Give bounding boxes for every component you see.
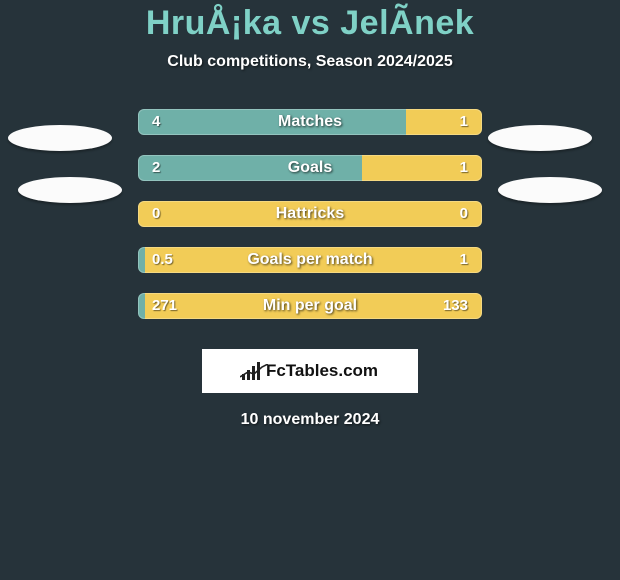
right-value: 1 bbox=[460, 109, 468, 135]
decorative-ellipse bbox=[18, 177, 122, 203]
brand-text: FcTables.com bbox=[266, 361, 378, 381]
comparison-subtitle: Club competitions, Season 2024/2025 bbox=[0, 53, 620, 71]
left-value: 0 bbox=[152, 201, 160, 227]
metric-bar: 21Goals bbox=[138, 155, 482, 181]
metric-bar: 0.51Goals per match bbox=[138, 247, 482, 273]
metric-bar: 271133Min per goal bbox=[138, 293, 482, 319]
right-value: 0 bbox=[460, 201, 468, 227]
right-value: 133 bbox=[443, 293, 468, 319]
brand-barchart-icon bbox=[242, 362, 260, 380]
right-value: 1 bbox=[460, 155, 468, 181]
metric-bar: 41Matches bbox=[138, 109, 482, 135]
metric-row: 271133Min per goal bbox=[0, 293, 620, 319]
left-value: 4 bbox=[152, 109, 160, 135]
right-segment bbox=[145, 293, 482, 319]
right-value: 1 bbox=[460, 247, 468, 273]
left-segment bbox=[138, 293, 145, 319]
right-segment bbox=[406, 109, 482, 135]
decorative-ellipse bbox=[8, 125, 112, 151]
left-value: 0.5 bbox=[152, 247, 173, 273]
brand-box: FcTables.com bbox=[202, 349, 418, 393]
left-value: 2 bbox=[152, 155, 160, 181]
infographic-root: HruÅ¡ka vs JelÃ­nek Club competitions, S… bbox=[0, 0, 620, 429]
left-segment bbox=[138, 247, 145, 273]
metric-row: 00Hattricks bbox=[0, 201, 620, 227]
left-segment bbox=[138, 109, 406, 135]
right-segment bbox=[138, 201, 482, 227]
decorative-ellipse bbox=[488, 125, 592, 151]
comparison-title: HruÅ¡ka vs JelÃ­nek bbox=[0, 4, 620, 43]
brand-trend-line-icon bbox=[240, 364, 268, 378]
right-segment bbox=[145, 247, 482, 273]
metric-row: 21Goals bbox=[0, 155, 620, 181]
generation-date: 10 november 2024 bbox=[0, 411, 620, 429]
metric-bar: 00Hattricks bbox=[138, 201, 482, 227]
metric-row: 0.51Goals per match bbox=[0, 247, 620, 273]
left-value: 271 bbox=[152, 293, 177, 319]
decorative-ellipse bbox=[498, 177, 602, 203]
left-segment bbox=[138, 155, 362, 181]
